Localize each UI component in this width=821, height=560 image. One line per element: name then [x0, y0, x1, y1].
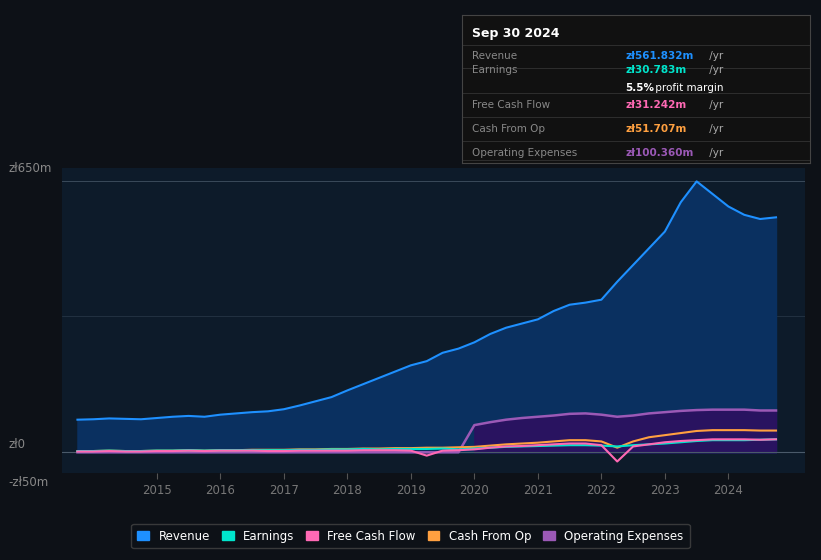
Text: /yr: /yr [705, 65, 722, 75]
Legend: Revenue, Earnings, Free Cash Flow, Cash From Op, Operating Expenses: Revenue, Earnings, Free Cash Flow, Cash … [131, 524, 690, 548]
Text: Operating Expenses: Operating Expenses [472, 148, 578, 158]
Text: 5.5%: 5.5% [626, 82, 654, 92]
Text: /yr: /yr [705, 148, 722, 158]
Text: /yr: /yr [705, 124, 722, 134]
Text: Free Cash Flow: Free Cash Flow [472, 100, 551, 110]
Text: zł100.360m: zł100.360m [626, 148, 694, 158]
Text: /yr: /yr [705, 100, 722, 110]
Text: /yr: /yr [705, 52, 722, 62]
Text: zł30.783m: zł30.783m [626, 65, 687, 75]
Text: zł561.832m: zł561.832m [626, 52, 694, 62]
Text: Earnings: Earnings [472, 65, 518, 75]
Text: zł31.242m: zł31.242m [626, 100, 687, 110]
Text: Cash From Op: Cash From Op [472, 124, 545, 134]
Text: Sep 30 2024: Sep 30 2024 [472, 27, 560, 40]
Text: zł0: zł0 [8, 437, 25, 451]
Text: profit margin: profit margin [652, 82, 723, 92]
Text: zł51.707m: zł51.707m [626, 124, 687, 134]
Text: -zł50m: -zł50m [8, 476, 48, 489]
Text: Revenue: Revenue [472, 52, 517, 62]
Text: zł650m: zł650m [8, 162, 52, 175]
